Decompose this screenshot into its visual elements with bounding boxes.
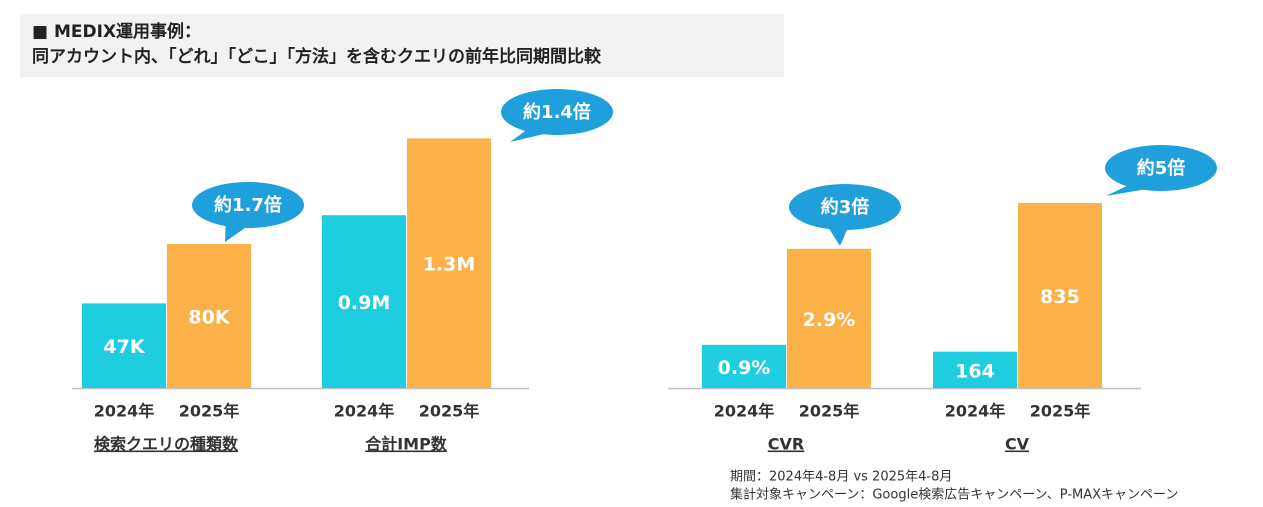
bar [1018, 203, 1102, 388]
x-tick-label: 2024年 [334, 402, 395, 421]
callout-text: 約3倍 [821, 196, 870, 218]
bar [82, 303, 166, 388]
callout [789, 184, 901, 230]
header-line1: ■ MEDIX運用事例： [32, 21, 201, 42]
x-axis-label: 検索クエリの種類数 [94, 435, 239, 454]
value-label: 164 [955, 360, 995, 382]
x-tick-label: 2025年 [1030, 402, 1091, 421]
note: 集計対象キャンペーン：Google検索広告キャンペーン、P-MAXキャンペーン [730, 487, 1178, 503]
x-tick-label: 2025年 [419, 402, 480, 421]
value-label: 47K [103, 336, 145, 358]
value-label: 0.9% [718, 357, 771, 379]
callout-text: 約1.4倍 [523, 101, 591, 123]
value-label: 1.3M [423, 254, 476, 276]
callout-text: 約1.7倍 [214, 194, 282, 216]
callout [501, 89, 613, 135]
x-tick-label: 2024年 [714, 402, 775, 421]
bar [322, 215, 406, 388]
x-tick-label: 2024年 [94, 402, 155, 421]
bar [407, 138, 491, 388]
bar [787, 248, 871, 388]
x-tick-label: 2025年 [799, 402, 860, 421]
callout [192, 182, 304, 228]
note: 期間：2024年4-8月 vs 2025年4-8月 [730, 470, 952, 485]
x-axis-label: 合計IMP数 [365, 435, 448, 454]
bar [933, 351, 1017, 388]
value-label: 0.9M [338, 292, 391, 314]
header-line2: 同アカウント内、「どれ」「どこ」「方法」を含むクエリの前年比同期間比較 [32, 46, 602, 67]
x-tick-label: 2024年 [945, 402, 1006, 421]
x-axis-label: CV [1005, 435, 1030, 454]
x-tick-label: 2025年 [179, 402, 240, 421]
value-label: 835 [1040, 286, 1080, 308]
header-box [20, 14, 784, 77]
value-label: 2.9% [803, 309, 856, 331]
value-label: 80K [188, 307, 230, 329]
bar [167, 244, 251, 388]
callout-text: 約5倍 [1137, 157, 1186, 179]
callout [1105, 145, 1217, 191]
x-axis-label: CVR [768, 435, 804, 454]
bar [702, 344, 786, 388]
